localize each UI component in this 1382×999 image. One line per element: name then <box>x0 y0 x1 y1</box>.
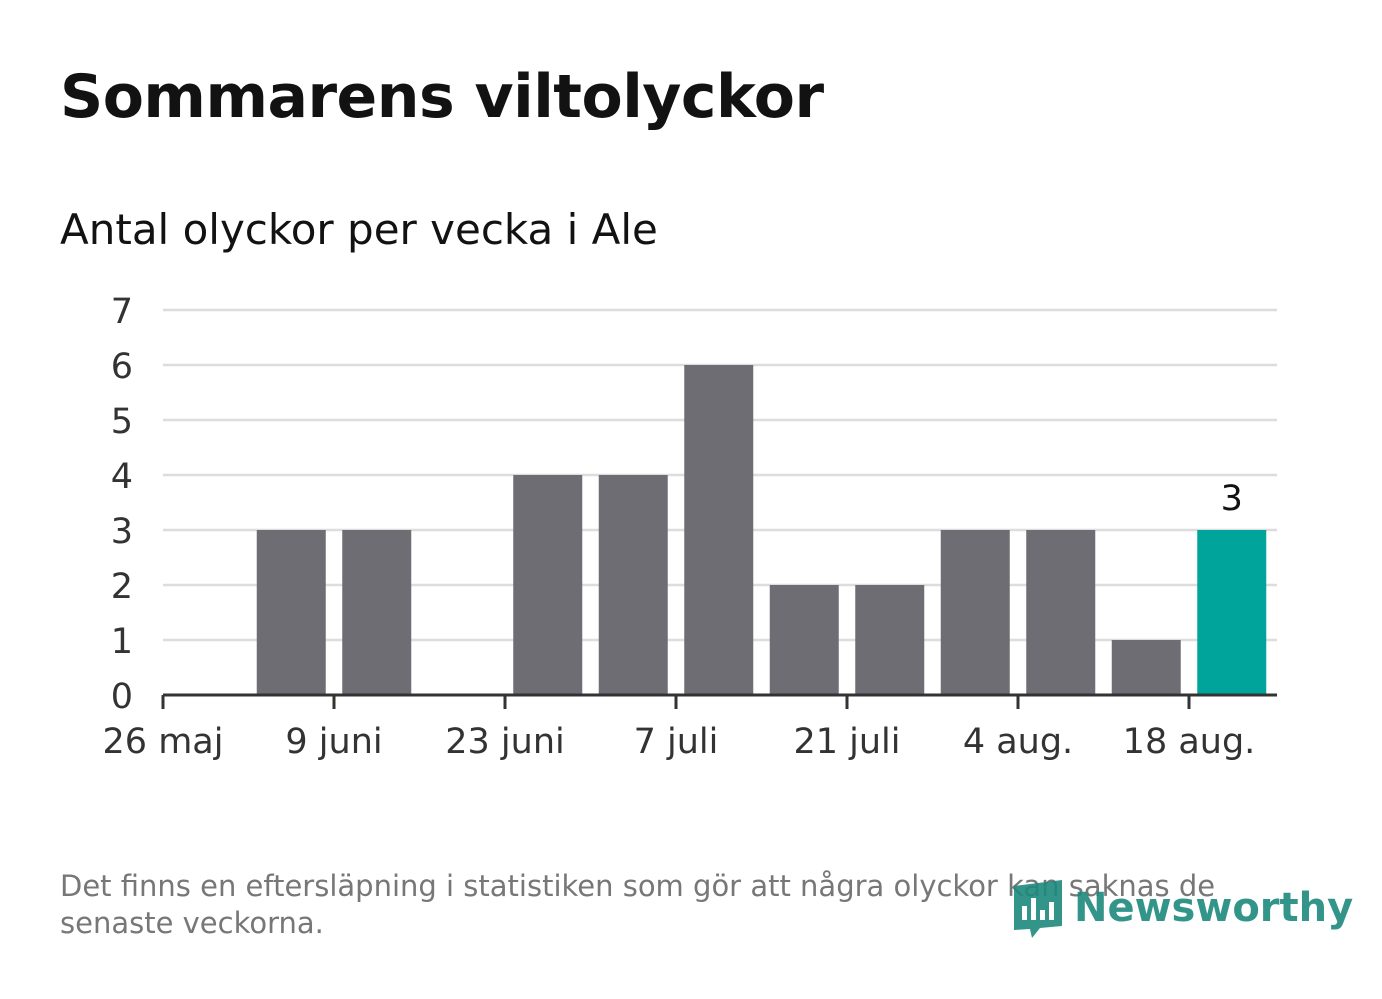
y-tick-label: 0 <box>111 677 133 717</box>
bar <box>1111 640 1181 695</box>
bar-highlight <box>1197 530 1267 695</box>
bar <box>684 365 754 695</box>
x-tick-label: 18 aug. <box>1123 722 1256 762</box>
bar-data-label: 3 <box>1221 479 1243 519</box>
x-tick-label: 23 juni <box>445 722 564 762</box>
x-tick-label: 21 juli <box>793 722 900 762</box>
bar <box>769 585 839 695</box>
x-tick-label: 4 aug. <box>963 722 1073 762</box>
newsworthy-logo: Newsworthy <box>1010 876 1353 940</box>
y-tick-label: 2 <box>111 567 133 607</box>
y-tick-label: 7 <box>111 292 133 332</box>
chart-title: Sommarens viltolyckor <box>60 62 824 132</box>
bar <box>256 530 326 695</box>
y-tick-label: 6 <box>111 347 133 387</box>
y-tick-label: 3 <box>111 512 133 552</box>
x-tick-label: 26 maj <box>103 722 224 762</box>
y-tick-label: 4 <box>111 457 133 497</box>
newsworthy-logo-text: Newsworthy <box>1074 885 1354 931</box>
bar <box>598 475 668 695</box>
bar <box>513 475 583 695</box>
y-tick-label: 5 <box>111 402 133 442</box>
newsworthy-logo-icon <box>1014 880 1062 938</box>
bar <box>855 585 925 695</box>
chart-subtitle: Antal olyckor per vecka i Ale <box>60 205 658 254</box>
bar <box>1026 530 1096 695</box>
x-tick-label: 7 juli <box>634 722 719 762</box>
bar <box>940 530 1010 695</box>
bar <box>342 530 412 695</box>
x-tick-label: 9 juni <box>285 722 382 762</box>
y-tick-label: 1 <box>111 622 133 662</box>
